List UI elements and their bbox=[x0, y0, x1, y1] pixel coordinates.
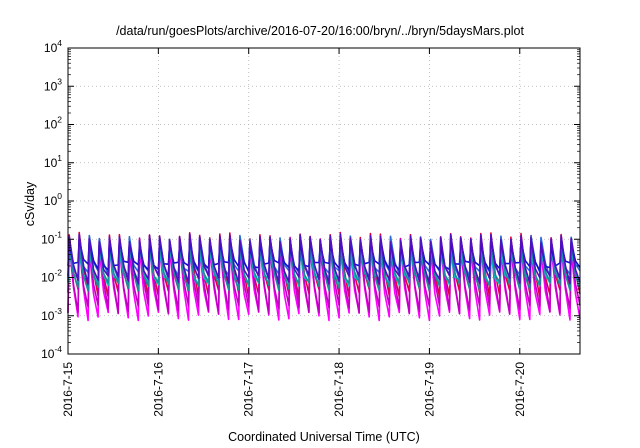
y-tick-label: 101 bbox=[44, 153, 62, 170]
y-tick-label: 10-1 bbox=[41, 229, 62, 246]
grid bbox=[68, 48, 580, 354]
series-line bbox=[67, 233, 581, 285]
y-tick-label: 102 bbox=[44, 115, 62, 132]
y-tick-label: 103 bbox=[44, 76, 62, 93]
y-tick-label: 104 bbox=[44, 38, 62, 55]
x-tick-label: 2016-7-20 bbox=[513, 362, 527, 417]
x-tick-label: 2016-7-15 bbox=[61, 362, 75, 417]
y-axis-label: cSv/day bbox=[23, 181, 37, 226]
y-axis: 104 103 102 101 100 10-1 10-2 10-3 10-4 bbox=[41, 38, 580, 361]
y-tick-label: 10-4 bbox=[41, 344, 62, 361]
y-tick-label: 10-3 bbox=[41, 306, 62, 323]
y-tick-label: 100 bbox=[44, 191, 62, 208]
x-tick-label: 2016-7-18 bbox=[332, 362, 346, 417]
x-tick-label: 2016-7-16 bbox=[151, 362, 165, 417]
x-tick-label: 2016-7-17 bbox=[242, 362, 256, 417]
x-axis: 2016-7-15 2016-7-16 2016-7-17 2016-7-18 2016… bbox=[61, 48, 527, 417]
x-axis-label: Coordinated Universal Time (UTC) bbox=[228, 430, 420, 444]
y-tick-label: 10-2 bbox=[41, 268, 62, 285]
series-group bbox=[67, 231, 581, 322]
chart-title: /data/run/goesPlots/archive/2016-07-20/1… bbox=[116, 24, 524, 38]
x-tick-label: 2016-7-19 bbox=[422, 362, 436, 417]
